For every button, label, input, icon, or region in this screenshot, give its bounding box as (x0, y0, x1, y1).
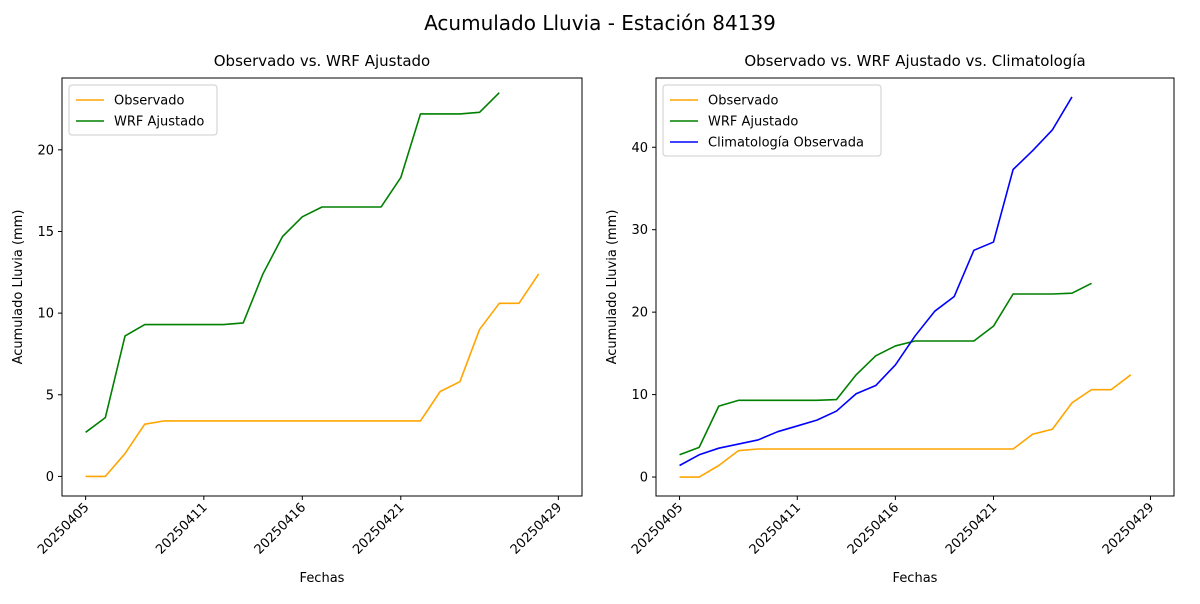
chart-2-ylabel: Acumulado Lluvia (mm) (605, 210, 620, 365)
chart-2-legend-label-3: Climatología Observada (708, 136, 864, 151)
chart-2-ytick-label: 0 (640, 471, 648, 486)
chart-2-xtick-label: 20250411 (747, 500, 804, 557)
left-chart-panel: Observado vs. WRF Ajustado 0 5 10 15 20 202504… (11, 52, 583, 586)
chart-1-ytick-label: 15 (37, 225, 54, 240)
chart-2-xtick-label: 20250429 (1100, 500, 1157, 557)
chart-1-ytick-label: 10 (37, 307, 54, 322)
chart-1-ylabel: Acumulado Lluvia (mm) (11, 210, 26, 365)
chart-2-ytick-label: 30 (631, 223, 648, 238)
chart-2-axes-frame (655, 77, 1175, 497)
chart-2-xtick-label: 20250421 (943, 500, 1000, 557)
right-chart-panel: Observado vs. WRF Ajustado vs. Climatolo… (605, 52, 1175, 586)
chart-2-legend-label-2: WRF Ajustado (708, 115, 798, 130)
chart-1-series-2-line (85, 92, 500, 433)
chart-1-axes-frame (61, 77, 583, 497)
chart-2-series-3-line (679, 96, 1073, 467)
chart-2-legend-label-1: Observado (708, 94, 779, 109)
chart-1-legend (68, 84, 218, 136)
chart-2-xlabel: Fechas (893, 571, 938, 586)
chart-2-series-1-line (679, 374, 1132, 478)
chart-1-xtick-label: 20250416 (252, 500, 309, 557)
chart-1-legend-label-2: WRF Ajustado (114, 115, 204, 130)
chart-1-xtick-label: 20250429 (508, 500, 565, 557)
figure-suptitle: Acumulado Lluvia - Estación 84139 (424, 11, 776, 35)
chart-1-series-1-line (85, 273, 540, 478)
chart-1-ytick-label: 0 (46, 470, 54, 485)
chart-2-xtick-label: 20250416 (845, 500, 902, 557)
chart-2-ytick-label: 10 (631, 388, 648, 403)
chart-1-ytick-label: 20 (37, 143, 54, 158)
chart-1-xtick-label: 20250405 (35, 500, 92, 557)
chart-2-series-2-line (679, 282, 1092, 456)
chart-2-title: Observado vs. WRF Ajustado vs. Climatolo… (744, 52, 1085, 70)
chart-2-ytick-label: 20 (631, 306, 648, 321)
chart-2-xtick-label: 20250405 (629, 500, 686, 557)
chart-1-title: Observado vs. WRF Ajustado (214, 52, 430, 70)
chart-2-ytick-label: 40 (631, 141, 648, 156)
chart-1-legend-label-1: Observado (114, 94, 185, 109)
chart-1-xtick-label: 20250411 (153, 500, 210, 557)
chart-1-xtick-label: 20250421 (350, 500, 407, 557)
chart-2-legend (662, 84, 882, 157)
chart-1-ytick-label: 5 (46, 388, 54, 403)
chart-1-xlabel: Fechas (300, 571, 345, 586)
